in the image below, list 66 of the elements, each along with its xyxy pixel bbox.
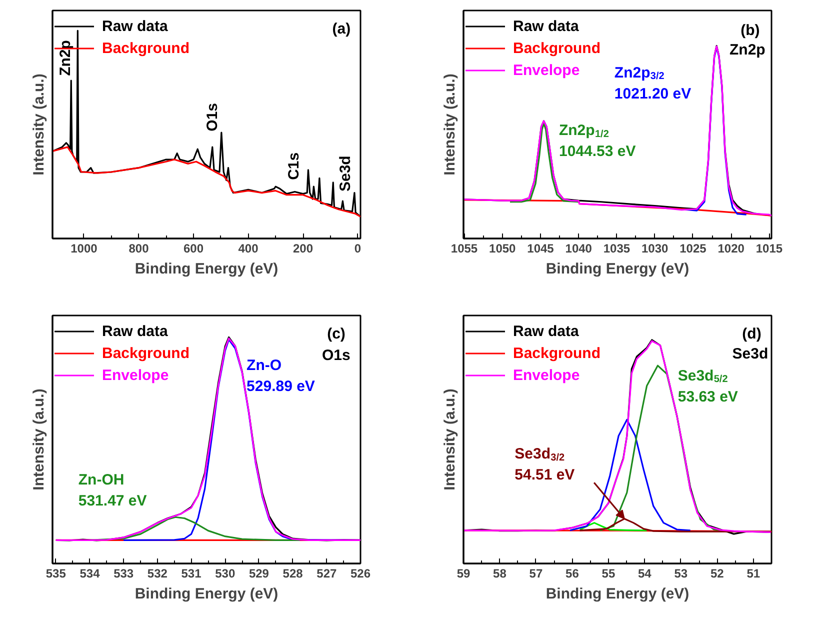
x-axis-title: Binding Energy (eV)	[134, 260, 278, 278]
x-tick-label: 1045	[527, 242, 554, 256]
x-tick-label: 526	[350, 566, 371, 580]
x-tick-label: 535	[46, 566, 66, 580]
x-tick-label: 54	[638, 566, 652, 580]
x-tick-label: 529	[248, 566, 270, 580]
x-tick-label: 1055	[450, 242, 478, 256]
series-label: Zn-O 529.89 eV	[246, 357, 315, 396]
x-tick-label: 1040	[565, 242, 592, 256]
y-axis-title: Intensity (a.u.)	[442, 388, 458, 490]
x-tick-label: 533	[114, 566, 134, 580]
x-tick-label: 528	[282, 566, 304, 580]
x-tick-label: 1050	[489, 242, 516, 256]
annotation: Se3d	[336, 156, 354, 192]
series-label: Zn-OH 531.47 eV	[78, 472, 147, 510]
annotation: Zn2p	[57, 40, 74, 76]
annotation: Zn2p	[730, 42, 766, 59]
legend-label: Background	[102, 38, 190, 58]
x-tick-label: 1000	[70, 242, 98, 256]
x-tick-label: 55	[602, 566, 616, 580]
x-tick-label: 0	[354, 242, 362, 256]
x-tick-label: 51	[746, 566, 760, 580]
annotation: (c)	[327, 325, 346, 342]
x-tick-label: 200	[292, 242, 314, 256]
x-tick-label: 1025	[680, 242, 707, 256]
x-tick-label: 1020	[718, 242, 745, 256]
x-tick-label: 534	[80, 566, 100, 580]
legend-label: Raw data	[102, 322, 168, 341]
annotation: (d)	[742, 325, 762, 342]
x-tick-label: 530	[215, 566, 236, 580]
legend-label: Envelope	[513, 60, 580, 80]
text: (b)	[740, 22, 760, 39]
x-tick-label: 53	[674, 566, 688, 580]
y-axis-title: Intensity (a.u.)	[30, 388, 48, 490]
x-tick-label: 527	[316, 566, 337, 580]
legend-label: Envelope	[102, 366, 169, 385]
x-tick-label: 600	[183, 242, 204, 256]
annotation: (a)	[332, 20, 351, 38]
y-axis-title: Intensity (a.u.)	[30, 74, 48, 176]
x-axis-title: Binding Energy (eV)	[546, 260, 690, 278]
annotation: C1s	[285, 152, 302, 180]
y-axis-title: Intensity (a.u.)	[442, 74, 458, 176]
x-axis-title: Binding Energy (eV)	[134, 586, 278, 602]
x-tick-label: 56	[566, 566, 580, 580]
x-tick-label: 800	[128, 242, 150, 256]
legend-label: Raw data	[513, 16, 579, 36]
x-tick-label: 1035	[603, 242, 630, 256]
x-tick-label: 400	[238, 242, 259, 256]
legend-label: Background	[102, 344, 190, 363]
x-tick-label: 1015	[756, 242, 783, 256]
legend-label: Raw data	[102, 16, 168, 36]
x-tick-label: 52	[710, 566, 724, 580]
annotation: Se3d	[732, 346, 768, 363]
x-tick-label: 59	[456, 566, 470, 580]
x-tick-label: 532	[147, 566, 168, 580]
legend-label: Background	[513, 38, 601, 58]
legend-label: Envelope	[513, 366, 580, 385]
x-axis-title: Binding Energy (eV)	[546, 586, 690, 602]
x-tick-label: 1030	[642, 242, 669, 256]
annotation: O1s	[204, 102, 222, 132]
legend-label: Raw data	[513, 322, 579, 341]
x-tick-label: 531	[181, 566, 202, 580]
legend-label: Background	[513, 344, 601, 363]
x-tick-label: 57	[529, 566, 543, 580]
annotation: O1s	[322, 347, 350, 364]
x-tick-label: 58	[493, 566, 507, 580]
